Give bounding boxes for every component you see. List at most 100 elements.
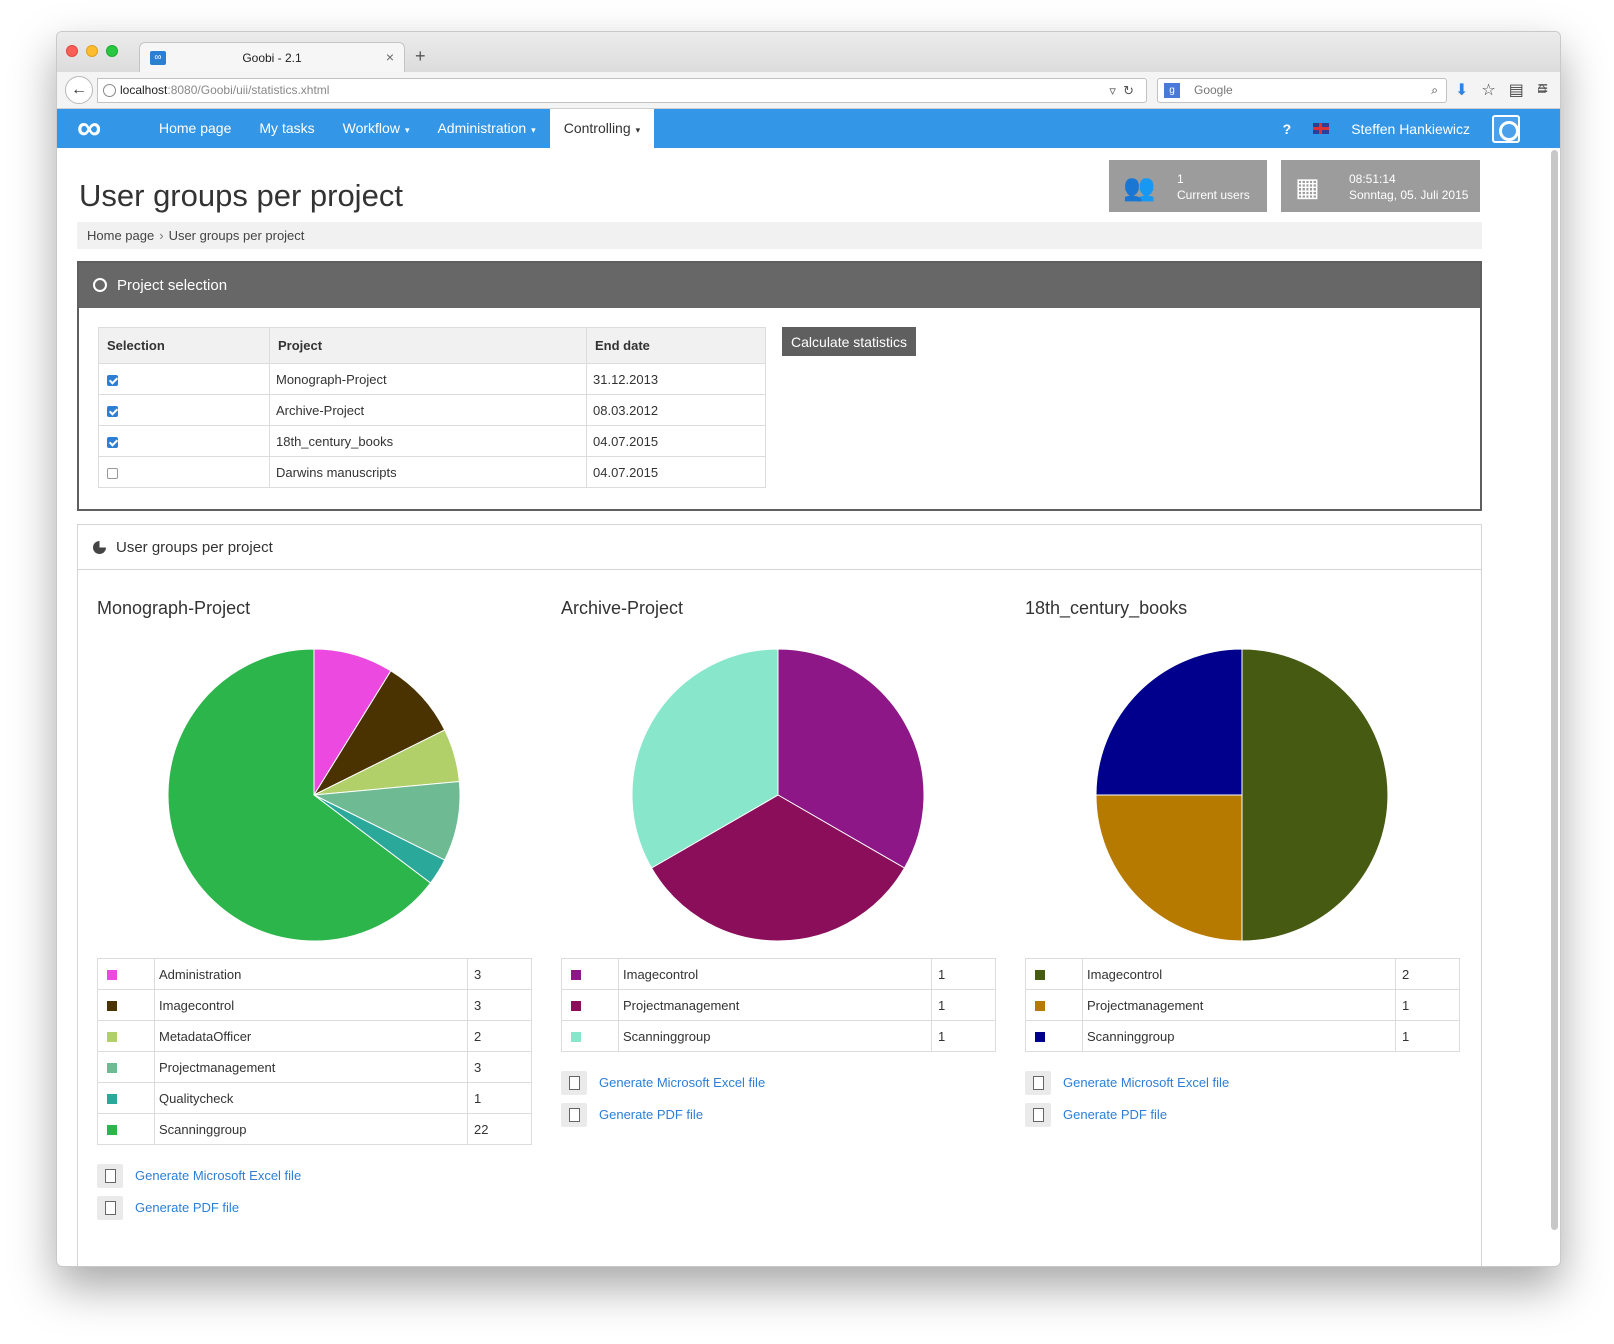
legend-label: Scanninggroup — [1082, 1020, 1396, 1052]
hamburger-menu-icon[interactable]: ≡ — [1537, 78, 1548, 98]
link-label: Generate PDF file — [599, 1107, 704, 1122]
legend-row: Scanninggroup 1 — [1025, 1020, 1460, 1052]
legend-row: MetadataOfficer 2 — [97, 1020, 532, 1052]
google-icon: g — [1164, 83, 1180, 98]
legend-row: Qualitycheck 1 — [97, 1082, 532, 1114]
legend-value: 3 — [467, 989, 532, 1021]
legend-label: Scanninggroup — [154, 1113, 468, 1145]
link-label: Generate PDF file — [1063, 1107, 1168, 1122]
current-users-label: Current users — [1177, 188, 1250, 202]
nav-home-page[interactable]: Home page — [159, 120, 232, 136]
project-selection-title: Project selection — [117, 277, 228, 294]
pie-slice-imagecontrol[interactable] — [1241, 648, 1389, 942]
search-field[interactable]: g Google ⌕ — [1157, 78, 1447, 103]
chart-title: Monograph-Project — [97, 598, 251, 618]
legend-value: 1 — [1395, 1020, 1460, 1052]
pie-slice-scanninggroup[interactable] — [167, 648, 432, 942]
pie-slice-projectmanagement[interactable] — [312, 780, 461, 861]
dropdown-arrow-icon[interactable]: ▿ — [1109, 83, 1116, 98]
legend-value: 2 — [467, 1020, 532, 1052]
zoom-window-button[interactable] — [106, 45, 118, 57]
project-checkbox[interactable] — [107, 374, 118, 386]
nav-workflow[interactable]: Workflow ▾ — [342, 120, 410, 136]
legend-label: Imagecontrol — [618, 958, 932, 990]
reader-icon[interactable]: ▤ — [1508, 82, 1524, 99]
tab-close-icon[interactable]: × — [385, 49, 394, 65]
generate-pdf-link[interactable]: Generate PDF file — [97, 1196, 239, 1220]
legend-row: Administration 3 — [97, 958, 532, 990]
project-selection-header: Project selection — [79, 263, 1480, 308]
nav-my-tasks[interactable]: My tasks — [259, 120, 315, 136]
legend-label: MetadataOfficer — [154, 1020, 468, 1052]
legend-value: 1 — [931, 1020, 996, 1052]
chevron-down-icon: ▾ — [531, 125, 536, 135]
table-row: Monograph-Project 31.12.2013 — [98, 363, 766, 395]
goobi-logo-icon[interactable]: ∞ — [77, 109, 102, 147]
current-users-widget[interactable]: 👥 1 Current users — [1109, 160, 1267, 212]
address-bar[interactable]: localhost:8080/Goobi/uii/statistics.xhtm… — [97, 78, 1147, 103]
close-window-button[interactable] — [66, 45, 78, 57]
legend-swatch — [1035, 1032, 1045, 1043]
project-end-date: 31.12.2013 — [586, 363, 766, 395]
nav-controlling[interactable]: Controlling ▾ — [549, 109, 655, 148]
nav-administration[interactable]: Administration ▾ — [437, 120, 536, 136]
reload-icon[interactable]: ↻ — [1123, 83, 1134, 98]
pie-slice-scanninggroup[interactable] — [631, 648, 779, 869]
pie-slice-imagecontrol[interactable] — [777, 648, 925, 869]
legend-swatch — [107, 970, 117, 981]
url-path: :8080/Goobi/uii/statistics.xhtml — [167, 83, 330, 97]
calendar-icon: ▦ — [1295, 172, 1320, 202]
legend-value: 1 — [1395, 989, 1460, 1021]
pie-slice-projectmanagement[interactable] — [650, 794, 906, 942]
download-icon[interactable]: ⬇ — [1455, 82, 1469, 99]
pie-slice-projectmanagement[interactable] — [1095, 794, 1243, 942]
back-arrow-icon[interactable]: ← — [65, 76, 93, 104]
window-controls — [66, 45, 118, 57]
legend-row: Imagecontrol 2 — [1025, 958, 1460, 990]
star-icon[interactable]: ☆ — [1481, 82, 1496, 99]
project-name: Archive-Project — [269, 394, 587, 426]
uk-flag-icon[interactable] — [1313, 123, 1330, 134]
project-checkbox[interactable] — [107, 467, 118, 479]
pie-chart-block: Archive-Project Imagecontrol 1 Projectmanag… — [561, 598, 996, 1127]
legend-swatch-cell — [561, 989, 619, 1021]
calculate-statistics-button[interactable]: Calculate statistics — [782, 327, 916, 356]
generate-excel-link[interactable]: Generate Microsoft Excel file — [1025, 1071, 1229, 1095]
legend-value: 3 — [467, 1051, 532, 1083]
user-name[interactable]: Steffen Hankiewicz — [1351, 120, 1470, 137]
generate-pdf-link[interactable]: Generate PDF file — [1025, 1103, 1168, 1127]
pie-slice-administration[interactable] — [313, 648, 392, 797]
legend-table: Imagecontrol 2 Projectmanagement 1 Scanningg… — [1025, 958, 1460, 1052]
browser-tab[interactable]: ∞ Goobi - 2.1 × — [139, 42, 405, 73]
generate-excel-link[interactable]: Generate Microsoft Excel file — [97, 1164, 301, 1188]
project-checkbox[interactable] — [107, 405, 118, 417]
compass-icon — [93, 278, 107, 292]
legend-swatch — [1035, 1001, 1045, 1012]
legend-table: Imagecontrol 1 Projectmanagement 1 Scanningg… — [561, 958, 996, 1052]
search-engine-label: Google — [1194, 83, 1233, 97]
pie-chart-block: Monograph-Project Administration 3 Imagecon… — [97, 598, 532, 1220]
home-icon[interactable]: ⌂ — [1536, 80, 1547, 97]
table-row: Darwins manuscripts 04.07.2015 — [98, 456, 766, 488]
pie-slice-scanninggroup[interactable] — [1095, 648, 1243, 796]
legend-swatch — [107, 1125, 117, 1136]
selection-cell — [98, 394, 270, 426]
scrollbar[interactable] — [1551, 150, 1558, 1230]
current-date: Sonntag, 05. Juli 2015 — [1349, 188, 1469, 202]
users-icon: 👥 — [1123, 172, 1156, 202]
pie-slice-imagecontrol[interactable] — [312, 670, 446, 797]
minimize-window-button[interactable] — [86, 45, 98, 57]
help-button[interactable]: ? — [1282, 120, 1292, 137]
avatar[interactable] — [1492, 114, 1520, 143]
generate-excel-link[interactable]: Generate Microsoft Excel file — [561, 1071, 765, 1095]
excel-file-icon — [1025, 1071, 1051, 1095]
legend-swatch — [571, 1001, 581, 1012]
search-icon[interactable]: ⌕ — [1431, 83, 1438, 97]
generate-pdf-link[interactable]: Generate PDF file — [561, 1103, 704, 1127]
column-header-selection: Selection — [98, 327, 270, 364]
legend-label: Projectmanagement — [154, 1051, 468, 1083]
new-tab-button[interactable]: + — [415, 46, 426, 66]
project-checkbox[interactable] — [107, 436, 118, 448]
breadcrumb-home[interactable]: Home page — [87, 228, 155, 243]
selection-cell — [98, 456, 270, 488]
